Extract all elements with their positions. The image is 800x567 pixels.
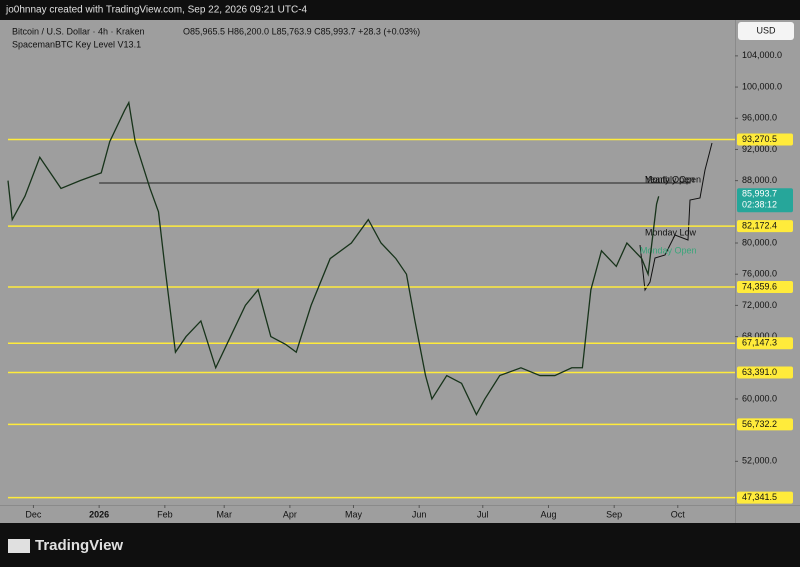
- x-tick-label: Oct: [671, 509, 686, 519]
- key-level-tag: [737, 418, 793, 431]
- countdown: 02:38:12: [742, 200, 777, 210]
- x-tick-label: Apr: [283, 509, 297, 519]
- x-tick-label: Mar: [216, 509, 232, 519]
- key-level-tag: [737, 337, 793, 350]
- y-tick-label: 100,000.0: [742, 81, 782, 91]
- x-tick-label: Jun: [412, 509, 427, 519]
- x-tick-label: 2026: [89, 509, 109, 519]
- key-level-tag: [737, 366, 793, 379]
- x-tick-label: Sep: [606, 509, 622, 519]
- indicator: SpacemanBTC Key Level V13.1: [12, 39, 141, 49]
- annotation: Monthly Open: [645, 174, 701, 184]
- y-tick-label: 52,000.0: [742, 456, 777, 466]
- y-tick-label: 96,000.0: [742, 113, 777, 123]
- y-tick-label: 76,000.0: [742, 269, 777, 279]
- x-tick-label: Dec: [25, 509, 42, 519]
- key-level-label: 63,391.0: [742, 367, 777, 377]
- reference-label: Yearly Open: [645, 174, 694, 184]
- last-price-label: 85,993.7: [742, 189, 777, 199]
- key-level-label: 74,359.6: [742, 281, 777, 291]
- y-tick-label: 60,000.0: [742, 393, 777, 403]
- header: jo0hnnay created with TradingView.com, S…: [5, 5, 308, 16]
- key-level-tag: [737, 491, 793, 504]
- key-level-label: 56,732.2: [742, 419, 777, 429]
- y-tick-label: 80,000.0: [742, 237, 777, 247]
- currency-button[interactable]: [738, 22, 794, 40]
- chart-background: [0, 20, 800, 523]
- x-tick-label: Feb: [157, 509, 173, 519]
- key-level-label: 82,172.4: [742, 220, 777, 230]
- key-level-label: 93,270.5: [742, 134, 777, 144]
- y-tick-label: 88,000.0: [742, 175, 777, 185]
- logo: TradingView: [8, 537, 123, 554]
- footer: TradingView: [35, 537, 123, 554]
- price-line: [7, 100, 660, 416]
- x-tick-label: Jul: [477, 509, 489, 519]
- key-level-label: 67,147.3: [742, 338, 777, 348]
- annotation: Monday Low: [645, 227, 697, 237]
- key-level-tag: [737, 133, 793, 146]
- y-tick-label: 68,000.0: [742, 331, 777, 341]
- chart-title: Bitcoin / U.S. Dollar · 4h · Kraken: [12, 26, 145, 36]
- x-tick-label: May: [345, 509, 363, 519]
- x-tick-label: Aug: [540, 509, 556, 519]
- annotation: Monday Open: [640, 245, 697, 255]
- drawing: [639, 142, 713, 292]
- ohlc: O85,965.5 H86,200.0 L85,763.9 C85,993.7 …: [183, 26, 420, 36]
- y-tick-label: 104,000.0: [742, 50, 782, 60]
- key-level-tag: [737, 220, 793, 233]
- key-level-tag: [737, 280, 793, 293]
- logo-mark: [8, 539, 30, 553]
- key-level-label: 47,341.5: [742, 492, 777, 502]
- y-tick-label: 92,000.0: [742, 144, 777, 154]
- currency[interactable]: USD: [756, 25, 776, 35]
- y-tick-label: 72,000.0: [742, 300, 777, 310]
- last-price-tag: [737, 188, 793, 213]
